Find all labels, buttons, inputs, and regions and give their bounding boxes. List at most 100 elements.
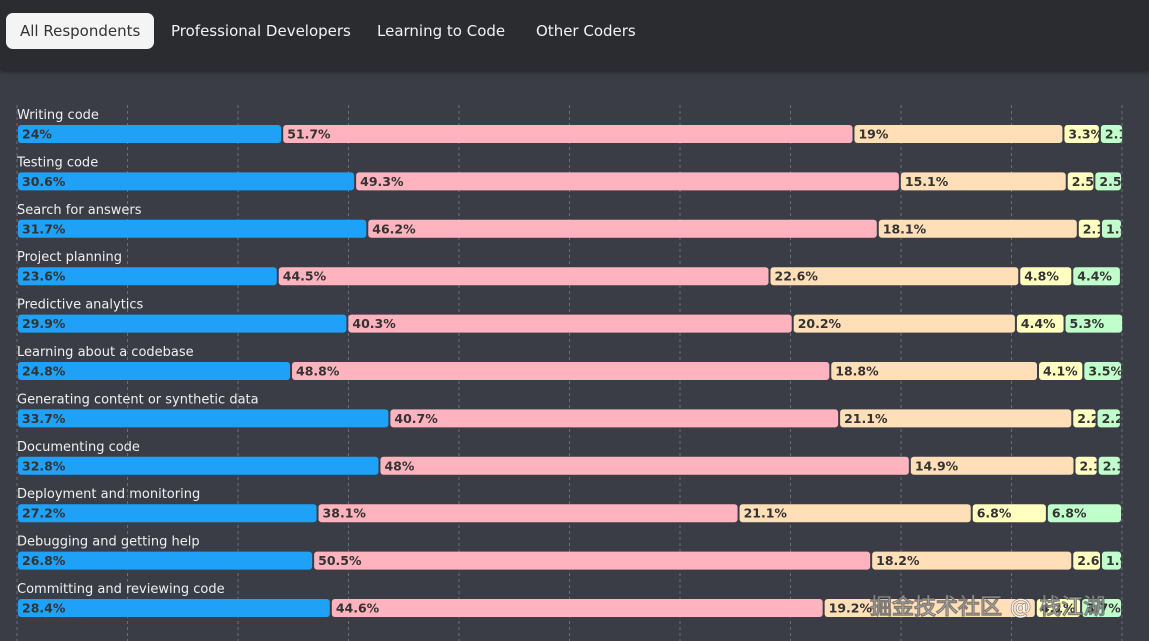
bar-segment [278,267,769,286]
bar-segment [18,125,282,143]
value-label: 21.1% [744,506,788,521]
value-label: 19% [858,127,888,142]
value-label: 32.8% [22,458,66,473]
value-label: 49.3% [360,174,404,189]
bar-segment [1078,219,1101,238]
value-label: 40.3% [352,316,396,331]
value-label: 19.2% [829,601,873,616]
bar-segment [292,362,830,380]
bar-segment [356,172,899,191]
tab[interactable]: Other Coders [536,22,636,40]
bar-segment [1067,172,1094,191]
value-label: 18.8% [835,364,879,379]
value-label: 40.7% [394,411,438,426]
value-label: 4.1% [1043,364,1078,379]
bar-segment [1100,125,1123,143]
bar-segment [872,551,1072,570]
value-label: 4.4% [1077,269,1112,284]
bar-segment [1075,456,1097,475]
value-label: 3.7% [1086,601,1121,616]
value-label: 48% [384,458,414,473]
bar-segment [831,362,1038,380]
bar-segment [1084,362,1121,380]
bar-segment [18,219,367,238]
value-label: 20.2% [798,316,842,331]
bar-segment [1073,267,1120,286]
value-label: 3.3% [1068,127,1103,142]
value-label: 2.5% [1072,174,1107,189]
bar-segment [18,409,389,428]
value-label: 4.4% [1021,316,1056,331]
bar-segment [18,172,355,191]
value-label: 51.7% [287,127,331,142]
bar-segment [331,599,823,617]
bar-segment [900,172,1066,191]
bar-segment [1098,456,1120,475]
value-label: 2.5% [1099,174,1134,189]
value-label: 15.1% [905,174,949,189]
bar-segment [1039,362,1083,380]
bar-segment [18,267,277,286]
value-label: 6.8% [1052,506,1087,521]
bar-segment [1036,599,1081,617]
category-label: Project planning [17,250,122,265]
value-label: 14.9% [915,458,959,473]
category-label: Deployment and monitoring [17,487,200,502]
value-label: 24% [22,127,52,142]
value-label: 6.8% [977,506,1012,521]
value-label: 21.1% [844,411,888,426]
category-label: Learning about a codebase [17,345,194,360]
bar-segment [824,599,1035,617]
tab[interactable]: Learning to Code [377,22,506,40]
category-label: Documenting code [17,440,140,455]
category-label: Predictive analytics [17,298,144,313]
bar-segment [910,456,1074,475]
value-label: 48.8% [296,364,340,379]
bar-segment [390,409,839,428]
value-label: 2.1% [1079,458,1114,473]
tab[interactable]: All Respondents [6,13,155,49]
bar-segment [314,551,871,570]
bar-segment [18,314,347,333]
bar-segment [348,314,792,333]
value-label: 27.2% [22,506,66,521]
value-label: 38.1% [323,506,367,521]
watermark: 掘金技术社区 @ 栈江湖 [870,594,1105,620]
bar-segment [380,456,909,475]
bar-segment [1064,125,1099,143]
value-label: 2.1% [1105,127,1140,142]
value-label: 2.2% [1102,411,1137,426]
bar-segment [18,504,317,523]
bar-segment [18,551,313,570]
value-label: 2.1% [1083,221,1118,236]
bar-segment [793,314,1015,333]
value-label: 4.1% [1041,601,1076,616]
value-label: 2.1% [1103,458,1138,473]
value-label: 31.7% [22,221,66,236]
bar-segment [1073,551,1101,570]
bar-segment [1073,409,1096,428]
value-label: 1.9% [1106,553,1141,568]
value-label: 23.6% [22,269,66,284]
bar-segment [1102,551,1121,570]
value-label: 24.8% [22,364,66,379]
tab[interactable]: Professional Developers [171,22,351,40]
value-label: 44.6% [336,601,380,616]
bar-segment [1095,172,1121,191]
bar-segment [1047,504,1121,523]
bar-segment [283,125,853,143]
bar-segment [1102,219,1121,238]
bar-segment [1082,599,1121,617]
value-label: 50.5% [318,553,362,568]
bar-segment [878,219,1077,238]
category-label: Search for answers [17,203,142,218]
bar-segment [1020,267,1072,286]
value-label: 44.5% [283,269,327,284]
value-label: 28.4% [22,601,66,616]
value-label: 30.6% [22,174,66,189]
value-label: 26.8% [22,553,66,568]
bar-segment [1016,314,1064,333]
value-label: 1.9% [1106,221,1141,236]
bar-segment [770,267,1019,286]
